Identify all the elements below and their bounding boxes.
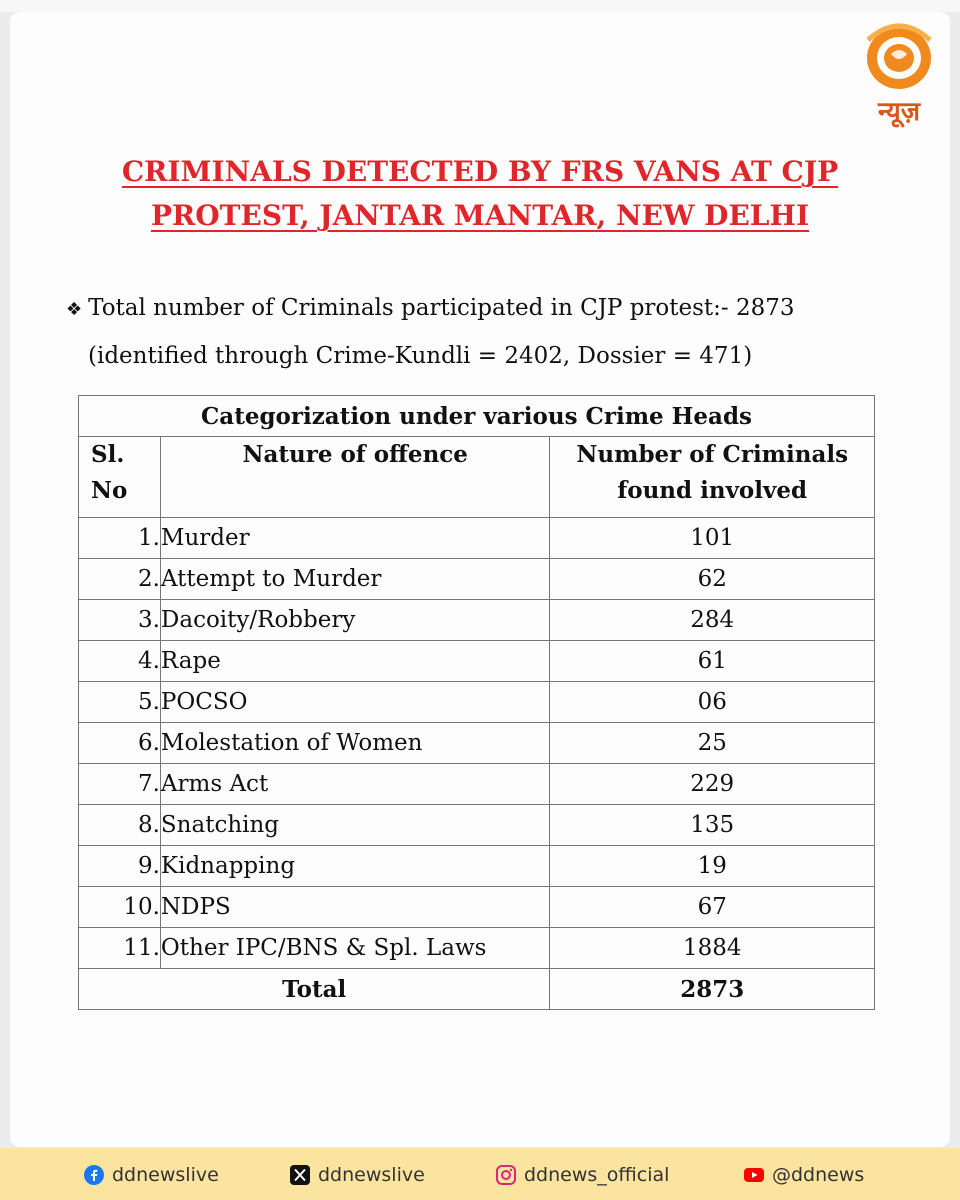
- row-offence: Molestation of Women: [159, 722, 551, 764]
- crime-table: Categorization under various Crime Heads…: [77, 395, 875, 1010]
- table-caption-row: Categorization under various Crime Heads: [78, 395, 875, 437]
- youtube-handle: @ddnews: [772, 1164, 865, 1186]
- row-sl: 5.: [78, 681, 161, 723]
- row-offence: Dacoity/Robbery: [159, 599, 551, 641]
- table-row: 6. Molestation of Women 25: [78, 722, 875, 764]
- header-offence: Nature of offence: [159, 436, 551, 518]
- facebook-icon: [84, 1165, 104, 1185]
- dd-logo-emblem-icon: [866, 23, 932, 89]
- row-offence: Kidnapping: [159, 845, 551, 887]
- table-row: 4. Rape 61: [78, 640, 875, 682]
- facebook-handle: ddnewslive: [112, 1164, 219, 1186]
- header-count: Number of Criminals found involved: [549, 436, 875, 518]
- row-count: 67: [549, 886, 875, 928]
- title-line-2: PROTEST, JANTAR MANTAR, NEW DELHI: [150, 199, 810, 232]
- instagram-handle: ddnews_official: [524, 1164, 670, 1186]
- top-strip: [0, 0, 960, 12]
- x-icon: [290, 1165, 310, 1185]
- row-sl: 7.: [78, 763, 161, 805]
- row-sl: 2.: [78, 558, 161, 600]
- row-count: 19: [549, 845, 875, 887]
- row-count: 61: [549, 640, 875, 682]
- instagram-link[interactable]: ddnews_official: [496, 1164, 669, 1186]
- table-row: 8. Snatching 135: [78, 804, 875, 846]
- social-footer: ddnewslive ddnewslive ddnews_official @d…: [0, 1148, 960, 1200]
- row-count: 229: [549, 763, 875, 805]
- table-row: 9. Kidnapping 19: [78, 845, 875, 887]
- youtube-icon: [744, 1165, 764, 1185]
- table-row: 2. Attempt to Murder 62: [78, 558, 875, 600]
- row-offence: Snatching: [159, 804, 551, 846]
- total-value: 2873: [549, 968, 875, 1010]
- row-sl: 3.: [78, 599, 161, 641]
- intro-block: ❖ Total number of Criminals participated …: [66, 285, 896, 379]
- row-offence: POCSO: [159, 681, 551, 723]
- table-row: 1. Murder 101: [78, 517, 875, 559]
- header-sl-line-2: No: [91, 477, 128, 504]
- youtube-link[interactable]: @ddnews: [744, 1164, 864, 1186]
- header-sl-line-1: Sl.: [91, 441, 125, 468]
- row-count: 135: [549, 804, 875, 846]
- x-link[interactable]: ddnewslive: [290, 1164, 425, 1186]
- row-sl: 1.: [78, 517, 161, 559]
- intro-total-text: Total number of Criminals participated i…: [88, 295, 795, 321]
- instagram-icon: [496, 1165, 516, 1185]
- row-sl: 8.: [78, 804, 161, 846]
- intro-line-1: ❖ Total number of Criminals participated …: [66, 285, 896, 333]
- row-offence: Murder: [159, 517, 551, 559]
- row-count: 101: [549, 517, 875, 559]
- x-handle: ddnewslive: [318, 1164, 425, 1186]
- row-offence: Attempt to Murder: [159, 558, 551, 600]
- dd-news-logo: न्यूज़: [858, 20, 940, 130]
- logo-text: न्यूज़: [877, 97, 921, 127]
- row-sl: 9.: [78, 845, 161, 887]
- total-label: Total: [77, 968, 551, 1010]
- row-offence: Rape: [159, 640, 551, 682]
- row-offence: Arms Act: [159, 763, 551, 805]
- table-row: 5. POCSO 06: [78, 681, 875, 723]
- header-sl-no: Sl. No: [78, 436, 161, 518]
- row-count: 1884: [549, 927, 875, 969]
- table-row: 3. Dacoity/Robbery 284: [78, 599, 875, 641]
- table-row: 11. Other IPC/BNS & Spl. Laws 1884: [78, 927, 875, 969]
- page-title: CRIMINALS DETECTED BY FRS VANS AT CJP PR…: [100, 150, 860, 238]
- intro-line-2: (identified through Crime-Kundli = 2402,…: [88, 343, 753, 369]
- row-sl: 4.: [78, 640, 161, 682]
- table-row: 7. Arms Act 229: [78, 763, 875, 805]
- row-sl: 10.: [78, 886, 161, 928]
- title-line-1: CRIMINALS DETECTED BY FRS VANS AT CJP: [121, 155, 839, 188]
- row-sl: 6.: [78, 722, 161, 764]
- diamond-bullet-icon: ❖: [66, 299, 83, 320]
- table-header-row: Sl. No Nature of offence Number of Crimi…: [78, 436, 875, 518]
- table-total-row: Total 2873: [77, 968, 875, 1010]
- row-count: 06: [549, 681, 875, 723]
- row-count: 25: [549, 722, 875, 764]
- header-count-line-2: found involved: [617, 477, 808, 504]
- header-count-line-1: Number of Criminals: [576, 441, 849, 468]
- row-count: 284: [549, 599, 875, 641]
- row-offence: NDPS: [159, 886, 551, 928]
- facebook-link[interactable]: ddnewslive: [84, 1164, 219, 1186]
- row-sl: 11.: [78, 927, 161, 969]
- row-offence: Other IPC/BNS & Spl. Laws: [159, 927, 551, 969]
- table-caption: Categorization under various Crime Heads: [78, 395, 875, 437]
- row-count: 62: [549, 558, 875, 600]
- table-row: 10. NDPS 67: [78, 886, 875, 928]
